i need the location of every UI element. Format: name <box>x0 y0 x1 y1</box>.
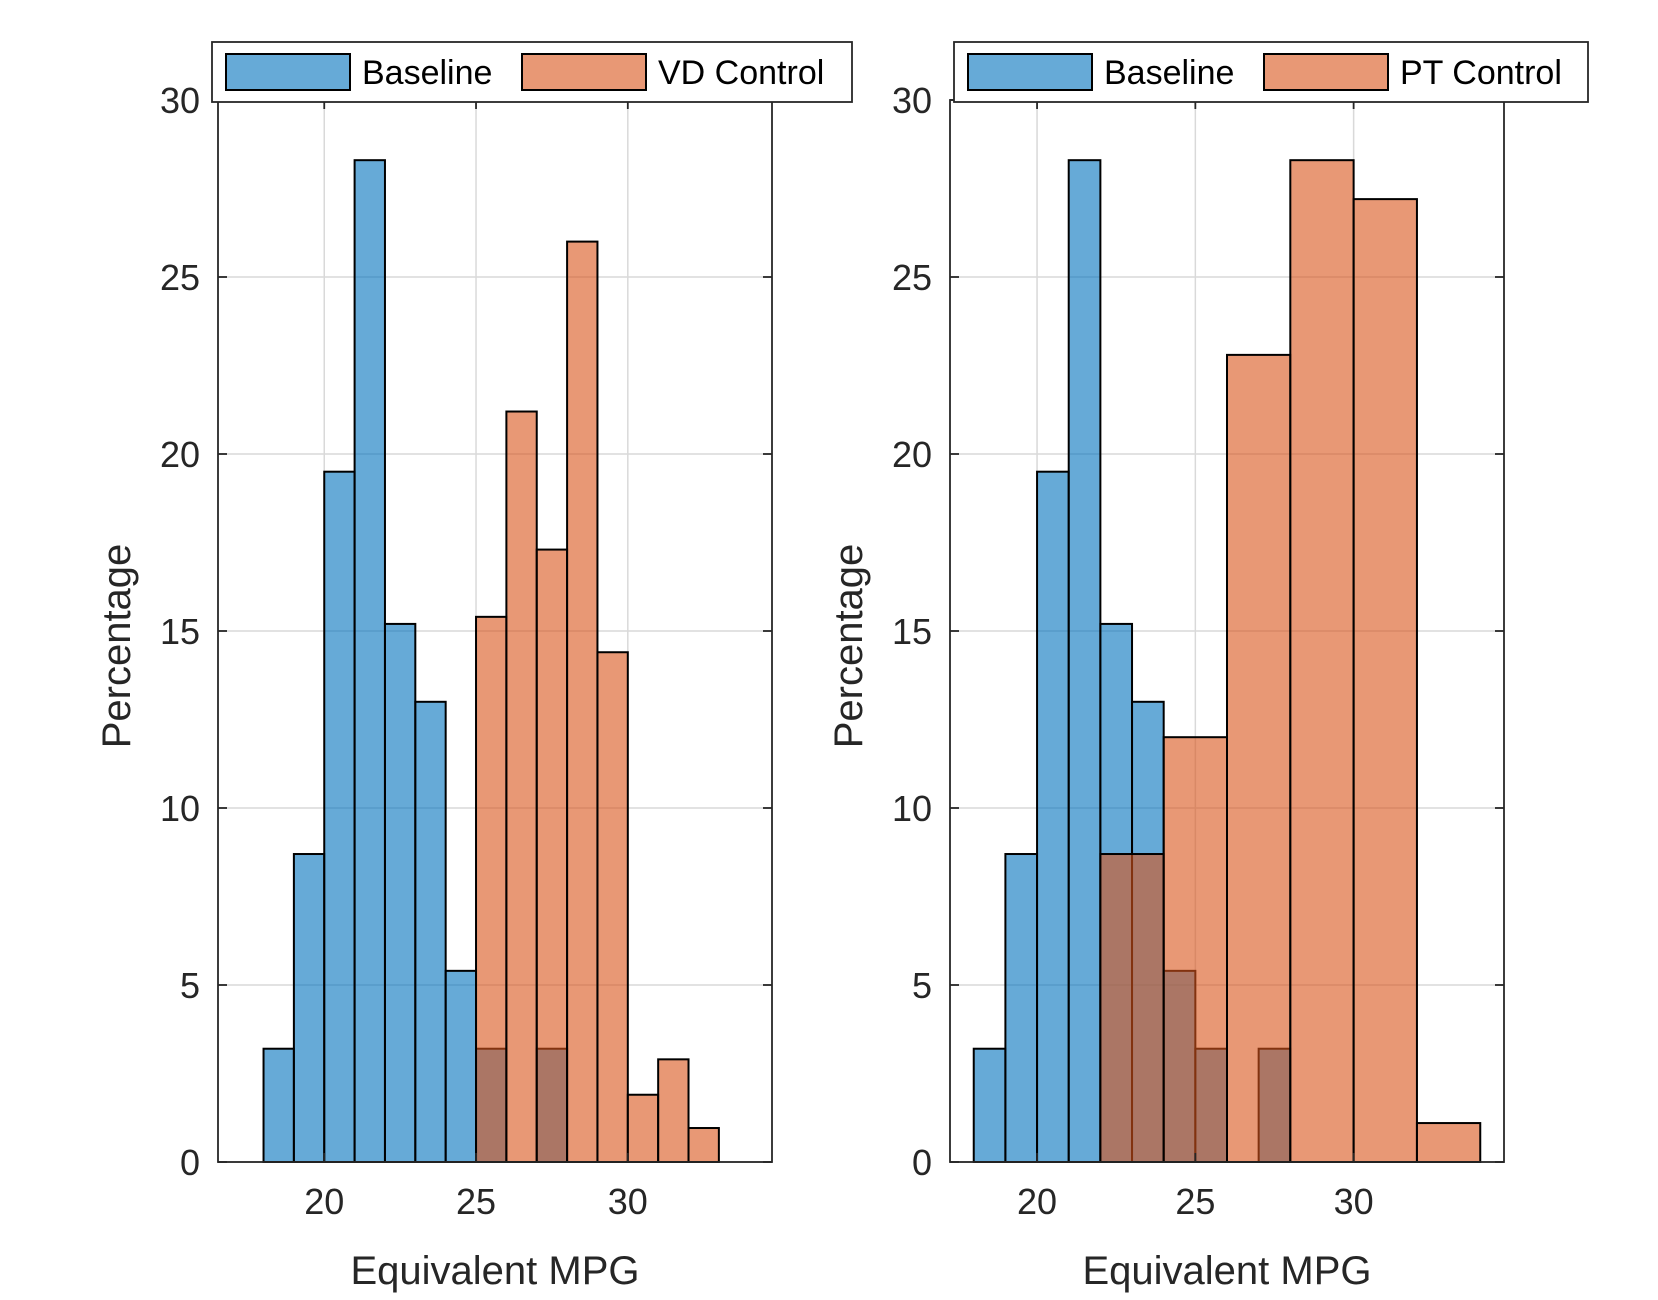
legend-swatch <box>521 53 647 91</box>
y-tick-label: 25 <box>892 257 932 298</box>
bar-baseline <box>1067 159 1102 1163</box>
legend-swatch <box>1263 53 1389 91</box>
y-axis-title: Percentage <box>95 544 139 749</box>
bar-baseline <box>262 1047 295 1163</box>
bar-control <box>1289 159 1355 1163</box>
legend-label: VD Control <box>658 54 824 92</box>
legend-label: Baseline <box>362 54 492 92</box>
bar-baseline <box>444 969 478 1164</box>
bar-control <box>1415 1122 1482 1164</box>
y-tick-label: 10 <box>892 788 932 829</box>
legend: Baseline PT Control <box>953 41 1589 103</box>
legend-item-control[interactable]: PT Control <box>1263 53 1562 92</box>
x-tick-label: 25 <box>1175 1181 1215 1222</box>
legend-label: Baseline <box>1104 54 1234 92</box>
x-axis-title: Equivalent MPG <box>1082 1249 1371 1293</box>
legend-item-control[interactable]: VD Control <box>521 53 824 92</box>
bar-control <box>596 651 629 1163</box>
y-tick-label: 5 <box>180 965 200 1006</box>
legend-item-baseline[interactable]: Baseline <box>967 53 1234 92</box>
chart-panel-2: 20 25 30 0 5 10 15 20 25 30 Equivalent MPG Percenta… <box>827 41 1589 1293</box>
y-tick-label: 20 <box>892 434 932 475</box>
bar-baseline <box>1004 853 1039 1164</box>
y-tick-label: 5 <box>912 965 932 1006</box>
y-tick-label: 30 <box>160 80 200 121</box>
x-tick-label: 30 <box>1334 1181 1374 1222</box>
bar-control <box>1099 853 1165 1164</box>
bar-control <box>475 615 508 1163</box>
bar-control <box>1162 736 1228 1163</box>
x-axis-title: Equivalent MPG <box>350 1249 639 1293</box>
y-tick-label: 15 <box>160 611 200 652</box>
bar-baseline <box>972 1047 1007 1163</box>
bar-control <box>1226 353 1292 1163</box>
bar-control <box>535 548 569 1163</box>
bar-baseline <box>323 470 356 1163</box>
x-tick-label: 20 <box>304 1181 344 1222</box>
legend-label: PT Control <box>1400 54 1562 92</box>
x-tick-label: 25 <box>456 1181 496 1222</box>
legend-swatch <box>967 53 1093 91</box>
bar-control <box>657 1058 690 1163</box>
bar-control <box>1352 198 1418 1163</box>
y-tick-label: 0 <box>912 1142 932 1183</box>
y-tick-label: 30 <box>892 80 932 121</box>
legend: Baseline VD Control <box>211 41 853 103</box>
legend-swatch <box>225 53 351 91</box>
bar-baseline <box>292 853 326 1164</box>
y-tick-label: 10 <box>160 788 200 829</box>
y-tick-label: 25 <box>160 257 200 298</box>
y-tick-label: 15 <box>892 611 932 652</box>
x-tick-label: 30 <box>608 1181 648 1222</box>
chart-panel-1: 20 25 30 0 5 10 15 20 25 30 Equivalent MPG Percenta… <box>95 41 853 1293</box>
legend-item-baseline[interactable]: Baseline <box>225 53 492 92</box>
y-tick-label: 20 <box>160 434 200 475</box>
bar-control <box>566 240 599 1164</box>
bar-control <box>687 1127 720 1163</box>
bar-control <box>626 1093 660 1163</box>
x-tick-label: 20 <box>1017 1181 1057 1222</box>
bar-baseline <box>1036 470 1070 1163</box>
y-tick-label: 0 <box>180 1142 200 1183</box>
bar-baseline <box>414 700 447 1163</box>
bar-baseline <box>353 159 386 1163</box>
bar-baseline <box>383 622 417 1163</box>
y-axis-title: Percentage <box>827 544 871 749</box>
bar-control <box>505 410 538 1163</box>
